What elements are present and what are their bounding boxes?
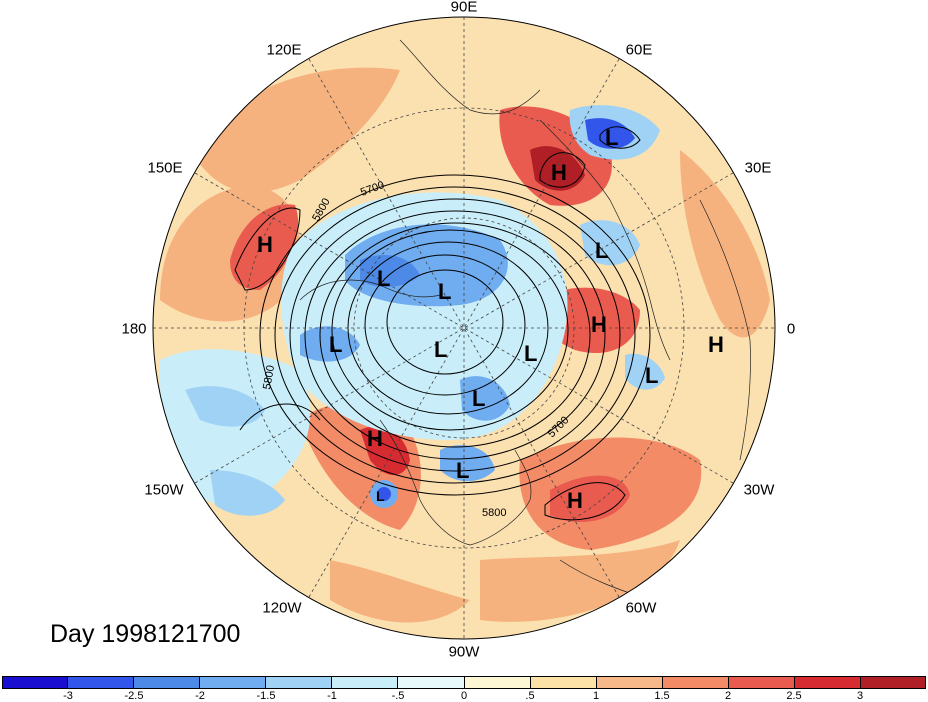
colorbar-swatch [332,676,399,689]
height-contours [234,126,651,521]
colorbar-swatch [200,676,267,689]
longitude-label: 120W [262,599,302,617]
longitude-label: 30E [744,159,772,177]
low-marker: L [376,488,385,504]
colorbar-tick-label: 3 [856,690,864,702]
colorbar-swatch [596,676,663,689]
high-marker: H [551,160,567,185]
colorbar-tick-label: -2.5 [124,690,144,702]
colorbar-tick-label: -1 [327,690,337,702]
low-marker: L [595,238,608,263]
low-marker: L [329,332,342,357]
colorbar-swatch [530,676,597,689]
high-marker: H [567,488,583,513]
longitude-label: 150W [144,481,184,499]
colorbar [2,676,927,689]
colorbar-tick-label: -.5 [391,690,405,702]
high-marker: H [257,232,273,257]
low-marker: L [377,266,390,291]
colorbar-swatch [861,676,927,689]
longitude-label: 180 [121,320,147,338]
longitude-label: 120E [266,41,302,59]
longitude-label: 60E [625,41,653,59]
colorbar-tick-label: 2.5 [786,690,802,702]
colorbar-tick-label: 1 [592,690,600,702]
high-marker: H [367,426,383,451]
colorbar-tick-label: 1.5 [654,690,670,702]
contour-label: 5800 [482,507,506,519]
date-caption: Day 1998121700 [50,620,241,648]
coastlines [299,39,751,601]
low-marker: L [438,279,451,304]
longitude-label: 90W [448,643,480,661]
colorbar-tick-label: .5 [525,690,535,702]
colorbar-swatch [794,676,862,689]
longitude-label: 90E [450,0,478,16]
colorbar-tick-label: 0 [460,690,468,702]
colorbar-swatch [728,676,795,689]
colorbar-swatch [662,676,729,689]
low-marker: L [456,458,469,483]
low-marker: L [434,337,447,362]
longitude-label: 60W [625,599,657,617]
low-marker: L [524,341,537,366]
anomaly-shading [153,17,775,639]
longitude-label: 30W [743,481,775,499]
colorbar-tick-label: -1.5 [256,690,276,702]
colorbar-tick-label: 2 [724,690,732,702]
colorbar-swatch [464,676,531,689]
colorbar-swatch [266,676,333,689]
low-marker: L [605,125,618,150]
longitude-label: 0 [786,320,796,338]
colorbar-tick-label: -3 [63,690,73,702]
low-marker: L [472,386,485,411]
low-marker: L [645,363,658,388]
colorbar-swatch [398,676,465,689]
colorbar-tick-label: -2 [195,690,205,702]
graticule [153,17,775,639]
high-marker: H [591,312,607,337]
high-marker: H [708,332,724,357]
colorbar-swatch [68,676,135,689]
map-boundary [152,16,776,640]
colorbar-swatch [134,676,201,689]
longitude-label: 150E [147,159,183,177]
pressure-centers: H H H H H H L L L L L L L L L L L [257,125,724,513]
contour-label: 5800 [261,364,277,390]
colorbar-swatch [2,676,69,689]
